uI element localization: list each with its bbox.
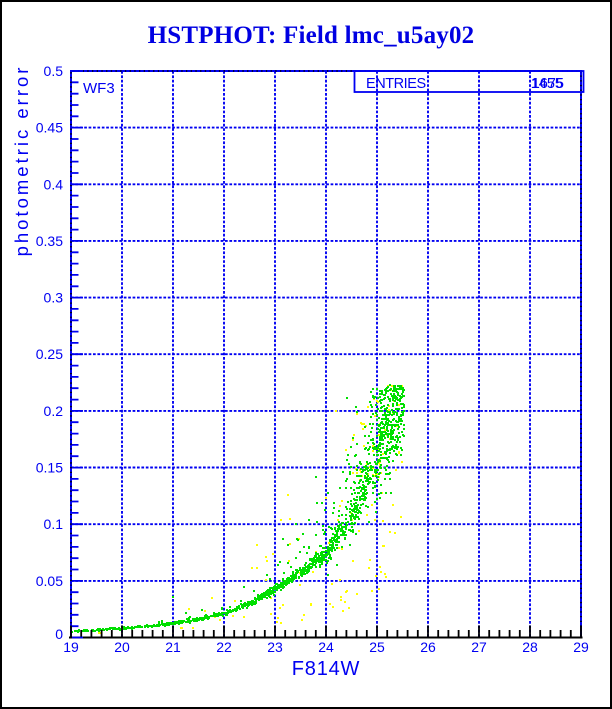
- svg-text:26: 26: [420, 639, 436, 655]
- svg-text:0.4: 0.4: [44, 176, 64, 192]
- svg-text:0.3: 0.3: [44, 290, 64, 306]
- svg-text:photometric error: photometric error: [11, 65, 32, 257]
- svg-text:28: 28: [522, 639, 538, 655]
- svg-text:0.15: 0.15: [36, 460, 63, 476]
- svg-text:27: 27: [471, 639, 487, 655]
- svg-text:0.5: 0.5: [44, 63, 64, 79]
- svg-text:WF3: WF3: [83, 80, 115, 97]
- svg-text:20: 20: [114, 639, 130, 655]
- svg-text:0.2: 0.2: [44, 403, 64, 419]
- svg-text:24: 24: [318, 639, 334, 655]
- svg-text:0.1: 0.1: [44, 516, 64, 532]
- svg-text:0: 0: [55, 626, 63, 642]
- svg-text:0.45: 0.45: [36, 120, 63, 136]
- svg-text:22: 22: [216, 639, 232, 655]
- svg-text:ENTRIES: ENTRIES: [366, 76, 426, 92]
- svg-text:29: 29: [573, 639, 589, 655]
- svg-text:1675: 1675: [532, 76, 564, 92]
- svg-text:19: 19: [63, 639, 79, 655]
- svg-text:1455: 1455: [531, 76, 563, 92]
- svg-text:F814W: F814W: [292, 658, 360, 680]
- svg-text:23: 23: [267, 639, 283, 655]
- svg-text:0.25: 0.25: [36, 346, 63, 362]
- svg-text:0.05: 0.05: [36, 573, 63, 589]
- svg-text:21: 21: [165, 639, 181, 655]
- svg-text:0.35: 0.35: [36, 233, 63, 249]
- svg-text:25: 25: [369, 639, 385, 655]
